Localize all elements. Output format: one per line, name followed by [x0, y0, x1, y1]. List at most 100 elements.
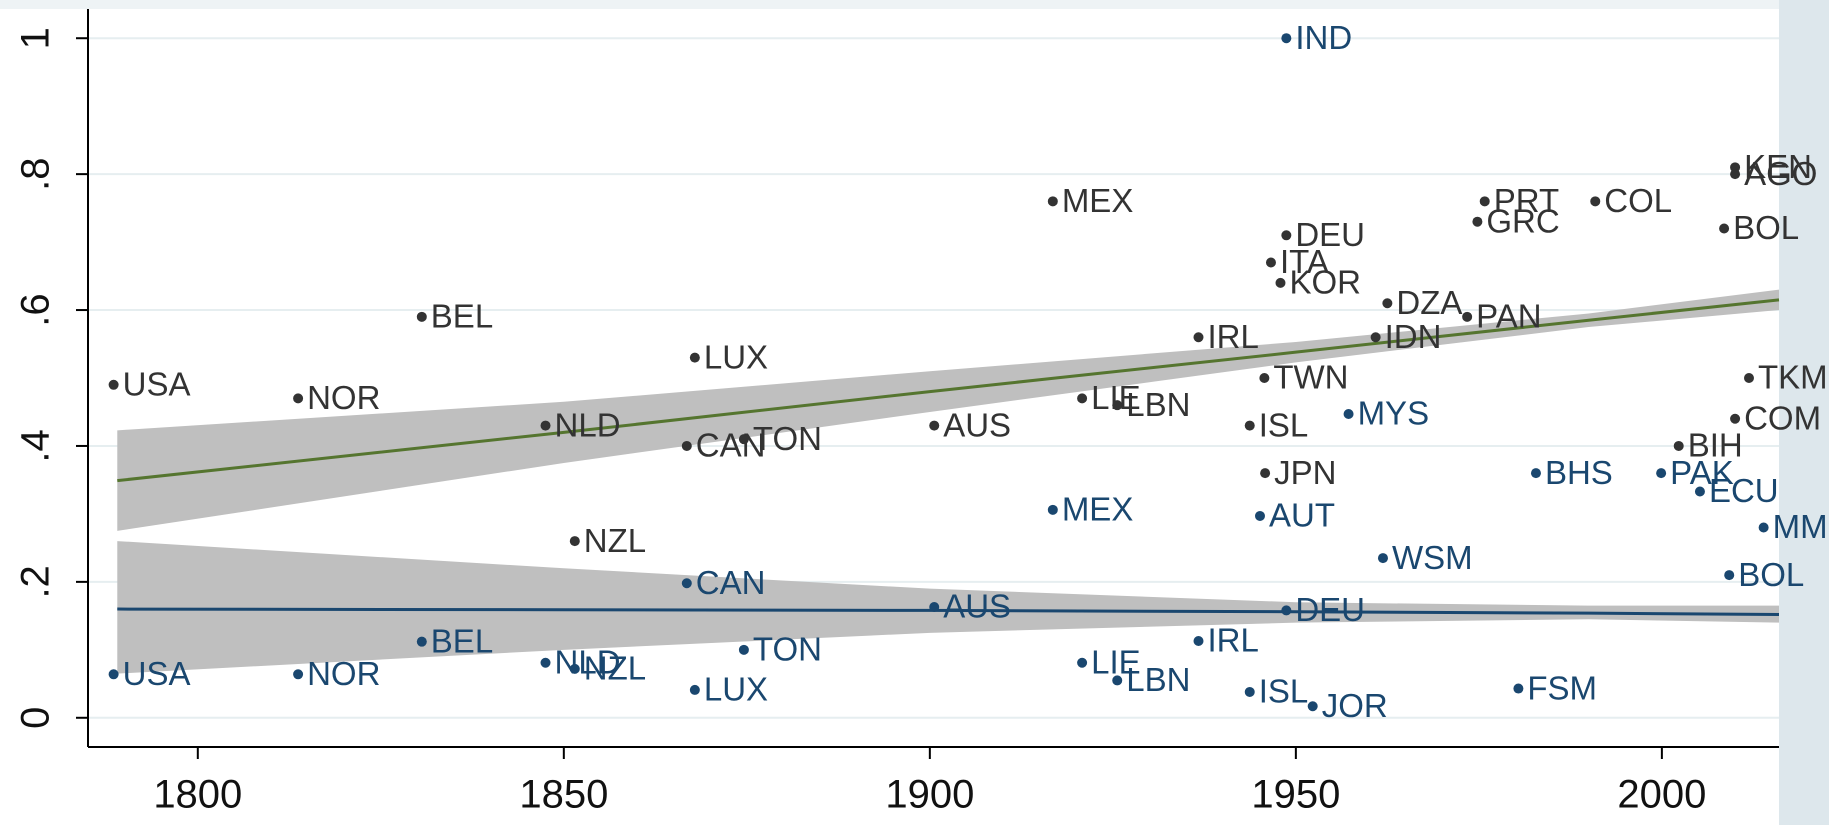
point [1112, 400, 1123, 411]
point [108, 669, 119, 680]
confidence-band [117, 289, 1780, 531]
point-label: IND [1295, 19, 1352, 56]
point-label: AUT [1269, 497, 1335, 534]
fit-line [117, 298, 1780, 483]
point-label: USA [123, 366, 191, 403]
point-label: IRL [1207, 622, 1258, 659]
point [1077, 657, 1088, 668]
point-label: COM [1744, 399, 1821, 436]
x-tick-label: 1900 [885, 773, 974, 817]
point [1281, 605, 1292, 616]
point [1694, 486, 1705, 497]
point [1275, 277, 1286, 288]
fit-line [117, 607, 1780, 616]
point-label: ITA [1280, 243, 1329, 280]
point [1530, 468, 1541, 479]
y-tick-label: .2 [14, 565, 58, 598]
point [1656, 468, 1667, 479]
point-label: NZL [584, 650, 646, 687]
point [1719, 223, 1730, 234]
y-tick-label: 1 [14, 27, 58, 49]
point [929, 602, 940, 613]
point-label: AUS [943, 406, 1011, 443]
point [293, 393, 304, 404]
point-label: FSM [1527, 669, 1597, 706]
point-label: JOR [1322, 687, 1388, 724]
point [1193, 332, 1204, 343]
point [1193, 635, 1204, 646]
point-label: TON [753, 420, 822, 457]
point-label: MYS [1358, 395, 1430, 432]
point-label: NLD [555, 643, 621, 680]
point-label: BIH [1688, 427, 1743, 464]
point [1370, 332, 1381, 343]
outer-strip [0, 0, 1779, 9]
point [540, 420, 551, 431]
point [1758, 522, 1769, 533]
point [569, 663, 580, 674]
point [929, 420, 940, 431]
y-tick-label: .6 [14, 293, 58, 326]
y-tick-label: 0 [14, 707, 58, 729]
point-label: BOL [1733, 209, 1799, 246]
point-label: ISL [1259, 673, 1309, 710]
point [1730, 413, 1741, 424]
point [1730, 169, 1741, 180]
point-label: PAN [1476, 298, 1541, 335]
point-label: ECU [1709, 472, 1779, 509]
x-tick-label: 1850 [519, 773, 608, 817]
point-label: COL [1604, 182, 1672, 219]
point-label: PAK [1670, 454, 1734, 491]
point [1077, 393, 1088, 404]
point-label: TON [753, 631, 822, 668]
point [1377, 553, 1388, 564]
point [540, 657, 551, 668]
point-label: BEL [431, 622, 493, 659]
point-label: CAN [696, 564, 766, 601]
point [1281, 33, 1292, 44]
point-label: USA [123, 655, 191, 692]
point-label: MEX [1062, 182, 1134, 219]
point [1259, 373, 1270, 383]
point-label: DEU [1295, 216, 1365, 253]
point-label: LIE [1091, 643, 1141, 680]
point-label: LUX [704, 671, 768, 708]
point [1472, 216, 1483, 227]
point [1244, 686, 1255, 697]
point [108, 379, 119, 390]
point-label: CAN [696, 427, 766, 464]
point [1281, 230, 1292, 241]
x-tick-label: 2000 [1617, 773, 1706, 817]
y-tick-label: .8 [14, 157, 58, 190]
point [293, 669, 304, 680]
point [1724, 570, 1735, 581]
point [1260, 468, 1271, 479]
point [1047, 504, 1058, 515]
point [738, 434, 749, 445]
point-label: GRC [1486, 202, 1559, 239]
point [738, 644, 749, 655]
point [1047, 196, 1058, 207]
point [1479, 196, 1490, 207]
confidence-band [117, 541, 1780, 674]
point [689, 684, 700, 695]
point-label: KEN [1744, 148, 1812, 185]
point-label: JPN [1274, 454, 1336, 491]
point-label: LUX [704, 338, 768, 375]
point [681, 440, 692, 451]
point-label: BHS [1545, 454, 1613, 491]
point-label: BEL [431, 298, 493, 335]
point-label: DZA [1396, 284, 1462, 321]
point-label: AGO [1744, 155, 1817, 192]
point [416, 311, 427, 322]
point-label: MEX [1062, 491, 1134, 528]
point-label: AUS [943, 588, 1011, 625]
point [689, 352, 700, 363]
point [1343, 409, 1354, 420]
point [1743, 373, 1754, 383]
point-label: DEU [1295, 591, 1365, 628]
point-label: NZL [584, 522, 646, 559]
point-label: KOR [1289, 264, 1361, 301]
point-label: WSM [1392, 539, 1473, 576]
